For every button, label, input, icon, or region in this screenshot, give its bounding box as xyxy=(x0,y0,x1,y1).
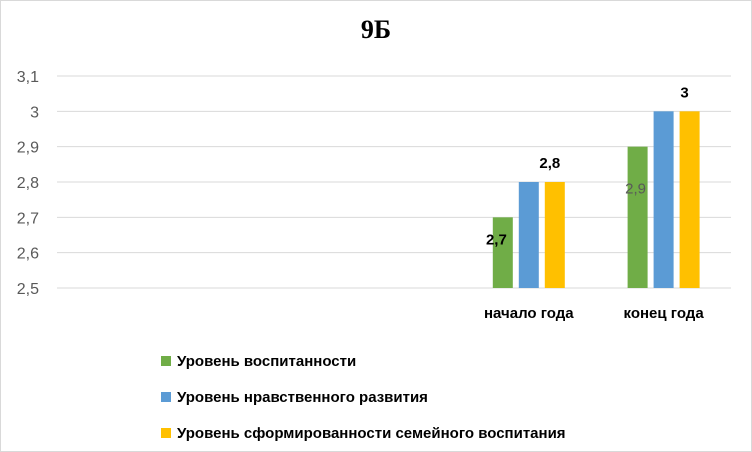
data-label: 2,7 xyxy=(486,231,507,248)
data-label: 3 xyxy=(680,84,688,101)
x-category-label: конец года xyxy=(624,305,705,322)
legend-label: Уровень сформированности семейного воспи… xyxy=(177,424,566,442)
data-label: 2,9 xyxy=(625,181,646,198)
y-tick-label: 2,8 xyxy=(17,175,39,192)
legend-label: Уровень нравственного развития xyxy=(177,388,428,406)
data-label: 2,8 xyxy=(539,155,560,172)
y-tick-label: 2,7 xyxy=(17,210,39,227)
bar xyxy=(653,111,674,288)
bar xyxy=(492,217,513,288)
legend-item: Уровень нравственного развития xyxy=(161,379,566,415)
legend-swatch xyxy=(161,356,171,366)
legend: Уровень воспитанности Уровень нравственно… xyxy=(161,343,566,451)
legend-swatch xyxy=(161,428,171,438)
plot-area: 2,5 2,6 2,7 2,8 2,9 3 3,1 начало года конец года… xyxy=(17,69,731,322)
y-tick-label: 2,5 xyxy=(17,281,39,298)
bar xyxy=(627,146,648,288)
legend-swatch xyxy=(161,392,171,402)
y-tick-label: 2,9 xyxy=(17,140,39,157)
y-tick-label: 2,6 xyxy=(17,246,39,263)
bar xyxy=(518,182,539,288)
legend-label: Уровень воспитанности xyxy=(177,352,357,370)
y-tick-label: 3,1 xyxy=(17,69,39,86)
legend-item: Уровень сформированности семейного воспи… xyxy=(161,415,566,451)
legend-item: Уровень воспитанности xyxy=(161,343,566,379)
bar xyxy=(544,182,565,288)
x-category-label: начало года xyxy=(484,305,574,322)
chart-title: 9Б xyxy=(360,15,392,44)
y-tick-label: 3 xyxy=(30,104,39,121)
bar xyxy=(679,111,700,288)
